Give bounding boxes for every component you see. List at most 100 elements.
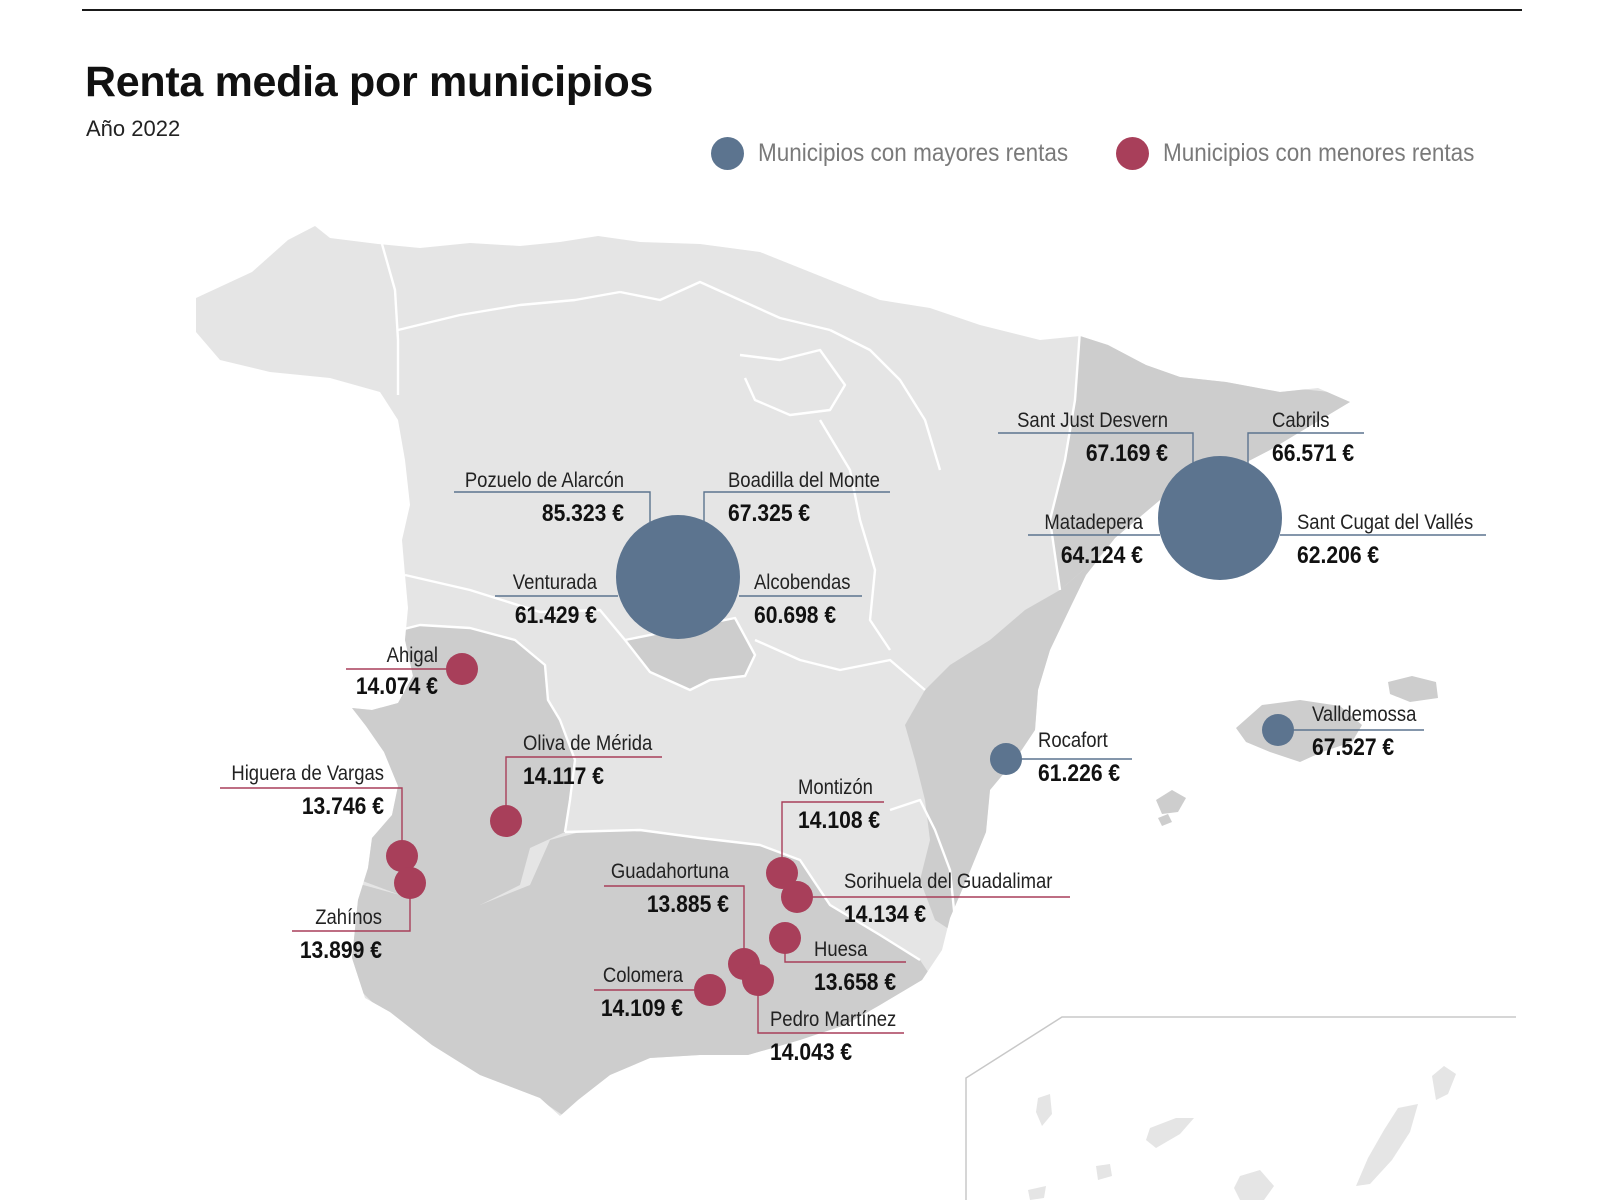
montizon-name-label: Montizón [798, 776, 873, 799]
boadilla-del-monte-name-label: Boadilla del Monte [728, 469, 880, 492]
sant-just-desvern-name-label: Sant Just Desvern [1017, 409, 1168, 432]
island-el-hierro [1028, 1186, 1046, 1200]
legend-low-label: Municipios con menores rentas [1163, 138, 1475, 167]
higuera-de-vargas-name-label: Higuera de Vargas [231, 762, 384, 785]
island-tenerife [1146, 1118, 1194, 1148]
canary-islands-inset [965, 1016, 1516, 1200]
zahinos-name-label: Zahínos [315, 906, 382, 929]
montizon-leader-line [781, 801, 884, 873]
border-aragon-castilla [818, 419, 891, 651]
rocafort-name-label: Rocafort [1038, 729, 1108, 752]
island-gran-canaria [1234, 1170, 1274, 1200]
venturada-value-label: 61.429 € [515, 602, 598, 629]
pozuelo-de-alarcon-leader-line [454, 491, 651, 522]
legend-high-label: Municipios con mayores rentas [758, 138, 1069, 167]
balearic-islands [1156, 676, 1438, 826]
sorihuela-del-guadalimar-name-label: Sorihuela del Guadalimar [844, 870, 1053, 893]
oliva-de-merida-name-label: Oliva de Mérida [523, 732, 652, 755]
higuera-de-vargas-marker [386, 840, 418, 872]
guadahortuna-name-label: Guadahortuna [611, 860, 729, 883]
top-rule [82, 9, 1522, 11]
cabrils-value-label: 66.571 € [1272, 440, 1355, 467]
guadahortuna-value-label: 13.885 € [647, 891, 730, 918]
zahinos-value-label: 13.899 € [300, 937, 383, 964]
alcobendas-name-label: Alcobendas [754, 571, 851, 594]
island-lanzarote [1432, 1066, 1456, 1100]
border-asturias-castilla [397, 290, 621, 332]
border-extremadura-north [359, 623, 577, 833]
matadepera-name-label: Matadepera [1044, 511, 1143, 534]
legend-high-dot-icon [711, 136, 744, 170]
cluster-comunidad-de-madrid-circle [616, 515, 740, 639]
oliva-de-merida-leader-line [505, 756, 662, 821]
region-madrid [625, 618, 755, 690]
guadahortuna-leader-line [604, 885, 745, 964]
oliva-de-merida-value-label: 14.117 € [523, 763, 604, 790]
border-navarra [829, 328, 942, 471]
border-galicia-asturias [380, 243, 400, 395]
colomera-value-label: 14.109 € [601, 995, 684, 1022]
boadilla-del-monte-leader-line [703, 491, 890, 522]
island-ibiza [1156, 790, 1186, 814]
valldemossa-name-label: Valldemossa [1312, 703, 1416, 726]
higuera-de-vargas-value-label: 13.746 € [302, 793, 385, 820]
canary-inset-frame [965, 1016, 1516, 1200]
sant-just-desvern-leader-line [998, 432, 1194, 474]
huesa-value-label: 13.658 € [814, 969, 897, 996]
pozuelo-de-alarcon-value-label: 85.323 € [542, 500, 625, 527]
border-castilla-lamancha-east [754, 638, 926, 691]
valldemossa-marker [1262, 714, 1294, 746]
montizon-marker [766, 857, 798, 889]
cluster-barcelona-circle [1158, 456, 1282, 580]
island-fuerteventura [1356, 1104, 1418, 1186]
oliva-de-merida-marker [490, 805, 522, 837]
boadilla-del-monte-value-label: 67.325 € [728, 500, 811, 527]
island-menorca [1388, 676, 1438, 702]
island-la-palma [1036, 1094, 1052, 1126]
sant-cugat-del-valles-name-label: Sant Cugat del Vallés [1297, 511, 1473, 534]
island-mallorca [1236, 700, 1362, 762]
ahigal-value-label: 14.074 € [356, 673, 439, 700]
valldemossa-value-label: 67.527 € [1312, 734, 1395, 761]
island-la-gomera [1096, 1164, 1112, 1180]
border-rioja [739, 348, 847, 417]
zahinos-marker [394, 867, 426, 899]
pedro-martinez-value-label: 14.043 € [770, 1039, 853, 1066]
legend-item-high: Municipios con mayores rentas [711, 136, 1103, 170]
colomera-marker [694, 974, 726, 1006]
regional-borders [359, 243, 1082, 962]
higuera-de-vargas-leader-line [220, 787, 403, 856]
legend-low-dot-icon [1116, 136, 1149, 170]
rocafort-value-label: 61.226 € [1038, 760, 1121, 787]
alcobendas-value-label: 60.698 € [754, 602, 837, 629]
legend-item-low: Municipios con menores rentas [1116, 136, 1509, 170]
pozuelo-de-alarcon-name-label: Pozuelo de Alarcón [465, 469, 624, 492]
pedro-martinez-marker [742, 964, 774, 996]
pedro-martinez-name-label: Pedro Martínez [770, 1008, 896, 1031]
map-title: Renta media por municipios [85, 58, 654, 106]
ahigal-name-label: Ahigal [387, 644, 438, 667]
cabrils-leader-line [1247, 432, 1364, 474]
island-formentera [1158, 814, 1172, 826]
border-andalusia-north [564, 828, 921, 962]
sorihuela-del-guadalimar-value-label: 14.134 € [844, 901, 927, 928]
municipality-markers: Pozuelo de Alarcón 85.323 € Boadilla del M… [220, 409, 1486, 1065]
border-cantabria-basque [619, 280, 831, 332]
huesa-marker [769, 922, 801, 954]
border-castilla-north-south [404, 573, 626, 641]
rocafort-marker [990, 743, 1022, 775]
border-aragon-catalonia [1048, 329, 1082, 591]
matadepera-value-label: 64.124 € [1061, 542, 1144, 569]
sant-cugat-del-valles-value-label: 62.206 € [1297, 542, 1380, 569]
colomera-name-label: Colomera [603, 964, 683, 987]
montizon-value-label: 14.108 € [798, 807, 881, 834]
border-murcia [889, 798, 957, 921]
sant-just-desvern-value-label: 67.169 € [1086, 440, 1169, 467]
pedro-martinez-leader-line [757, 980, 904, 1034]
huesa-name-label: Huesa [814, 938, 867, 961]
ahigal-marker [446, 653, 478, 685]
map-subtitle: Año 2022 [86, 116, 181, 141]
venturada-name-label: Venturada [513, 571, 597, 594]
sorihuela-del-guadalimar-marker [781, 881, 813, 913]
